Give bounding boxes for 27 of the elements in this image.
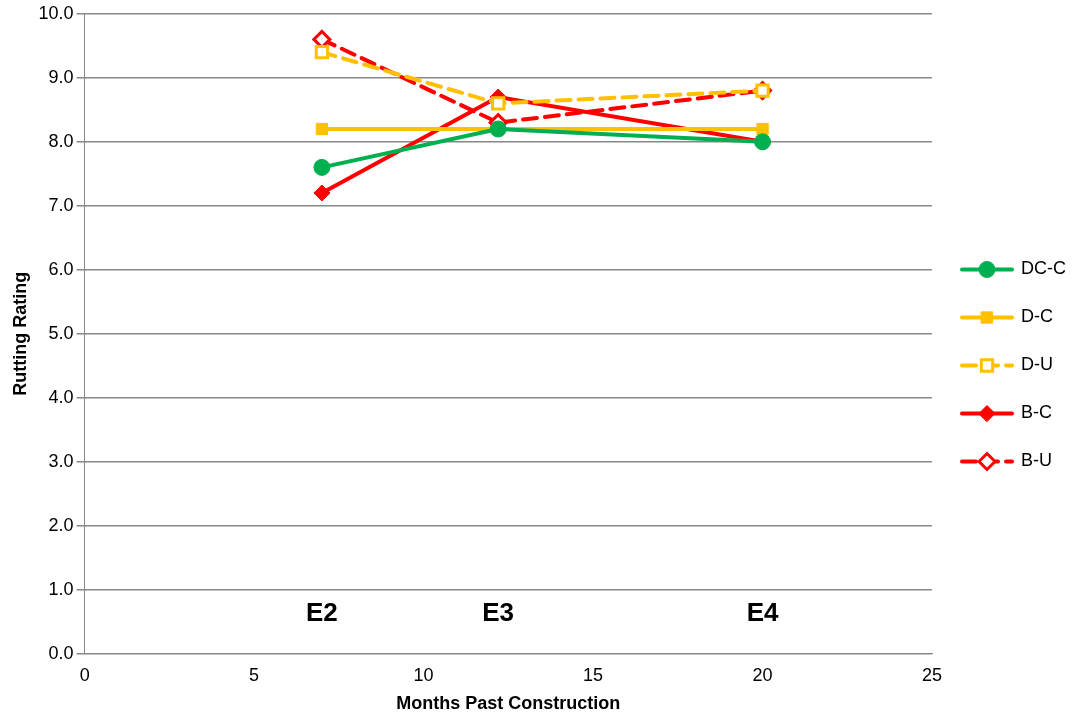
y-tick-label: 6.0 (48, 258, 74, 279)
y-tick-label: 8.0 (48, 130, 74, 151)
x-tick-label: 25 (921, 664, 943, 685)
annotation: E3 (482, 596, 515, 627)
y-tick-label: 4.0 (48, 386, 74, 407)
y-tick-label: 2.0 (48, 514, 74, 535)
legend-label: DC-C (1021, 258, 1067, 279)
legend-label: B-U (1021, 450, 1053, 471)
y-tick-label: 3.0 (48, 450, 74, 471)
x-tick-label: 0 (79, 664, 90, 685)
y-tick-label: 1.0 (48, 578, 74, 599)
legend-label: B-C (1021, 402, 1053, 423)
y-tick-label: 0.0 (48, 642, 74, 663)
x-tick-label: 5 (249, 664, 260, 685)
y-tick-label: 9.0 (48, 66, 74, 87)
annotation: E4 (746, 596, 779, 627)
y-tick-label: 10.0 (38, 2, 74, 23)
annotation: E2 (305, 596, 338, 627)
y-tick-label: 5.0 (48, 322, 74, 343)
y-tick-label: 7.0 (48, 194, 74, 215)
y-axis-title: Rutting Rating (9, 271, 30, 396)
x-axis-title: Months Past Construction (396, 693, 621, 714)
x-tick-label: 20 (752, 664, 773, 685)
legend-label: D-U (1021, 354, 1054, 375)
x-tick-label: 10 (413, 664, 434, 685)
legend-label: D-C (1021, 306, 1054, 327)
x-tick-label: 15 (583, 664, 604, 685)
